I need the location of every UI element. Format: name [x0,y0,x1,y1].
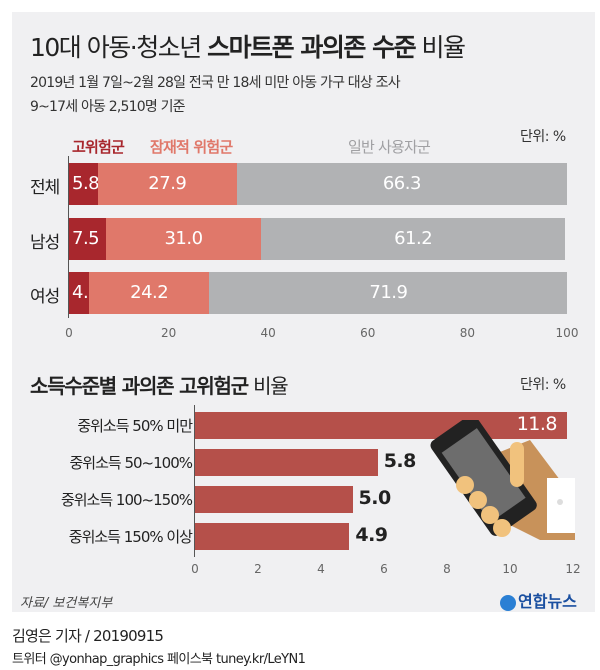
category-label: 여성 [30,287,60,307]
unit-label-2: 단위: % [520,377,566,393]
data-label: 4.9 [355,524,388,546]
byline: 김영은 기자 / 20190915 [12,627,164,645]
data-label: 7.5 [72,228,100,249]
category-label: 중위소득 50% 미만 [77,417,193,435]
category-label: 전체 [30,178,60,198]
data-label: 5.8 [72,173,100,194]
legend-potential-risk: 잠재적 위험군 [150,138,233,156]
chart2-title: 소득수준별 과의존 고위험군 비율 [30,374,289,398]
y-axis-line [68,156,69,318]
data-label: 31.0 [164,228,203,249]
x-tick-label: 2 [254,562,262,576]
x-tick-label: 60 [360,326,376,340]
bar [195,523,350,550]
bar-segment: 31.0 [106,218,261,260]
data-label: 66.3 [382,173,422,194]
unit-label-1: 단위: % [520,129,566,145]
source: 자료/ 보건복지부 [20,596,113,611]
legend-general: 일반 사용자군 [348,138,431,156]
social-links: 트위터 @yonhap_graphics 페이스북 tuney.kr/LeYN1 [12,652,306,667]
data-label: 5.8 [383,450,417,472]
subtitle-survey: 2019년 1월 7일~2월 28일 전국 만 18세 미만 아동 가구 대상 … [30,75,401,91]
bar-segment: 5.8 [69,163,100,205]
subtitle-sample: 9~17세 아동 2,510명 기준 [30,99,186,115]
x-tick-label: 0 [65,326,73,340]
x-tick-label: 12 [565,562,581,576]
data-label: 24.2 [130,282,169,303]
data-label: 11.8 [516,413,558,435]
x-tick-label: 0 [191,562,199,576]
bar-segment: 24.2 [88,272,210,314]
chart-title: 10대 아동·청소년 스마트폰 과의존 수준 비율 [30,33,466,62]
yonhap-logo: 연합뉴스 [500,588,577,612]
x-tick-label: 4 [317,562,325,576]
legend-high-risk: 고위험군 [72,138,125,156]
category-label: 남성 [30,233,60,253]
bar-segment: 66.3 [236,163,567,205]
bar [195,412,567,439]
category-label: 중위소득 50~100% [69,454,193,472]
category-label: 중위소득 150% 이상 [68,528,193,546]
category-label: 중위소득 100~150% [60,491,193,509]
x-tick-label: 8 [443,562,451,576]
y-axis-line [194,405,195,557]
x-tick-label: 20 [160,326,177,340]
bar-segment: 71.9 [209,272,568,314]
x-tick-label: 10 [502,562,518,576]
data-label: 5.0 [358,487,392,509]
phone-hand-illustration [430,420,575,540]
data-label: 4.0 [72,282,100,303]
bar-segment: 27.9 [97,163,237,205]
x-tick-label: 80 [459,326,476,340]
bar-segment: 61.2 [260,218,566,260]
x-tick-label: 100 [555,326,579,340]
x-tick-label: 40 [260,326,276,340]
x-tick-label: 6 [380,562,388,576]
bar [195,486,353,513]
bar-segment: 4.0 [69,272,100,314]
bar-segment: 7.5 [69,218,107,260]
logo-icon [500,594,516,611]
data-label: 71.9 [369,282,408,303]
data-label: 27.9 [148,173,187,194]
data-label: 61.2 [394,228,433,249]
bar [195,449,378,476]
